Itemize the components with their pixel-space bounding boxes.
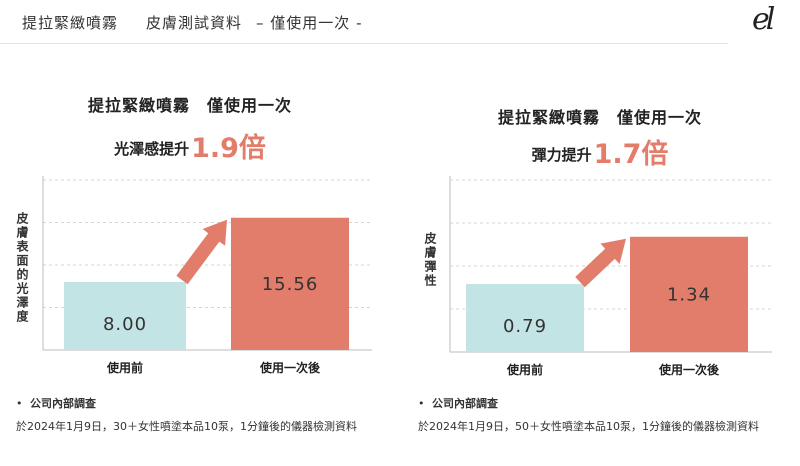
- chart-panel-gloss: 提拉緊緻噴霧 僅使用一次 光澤感提升1.9倍 皮膚表面的光澤度 8.00 使用前 1…: [0, 60, 380, 380]
- footnote-body: 於2024年1月9日，30＋女性噴塗本品10泵，1分鐘後的儀器檢測資料: [16, 420, 357, 433]
- chart-panel-elasticity: 提拉緊緻噴霧 僅使用一次 彈力提升1.7倍 皮膚彈性 0.79 使用前 1.34 使用…: [410, 60, 790, 380]
- bar-after: [231, 217, 349, 350]
- value-label: 15.56: [262, 274, 319, 295]
- title-topic: 皮膚測試資料: [146, 14, 243, 32]
- footnote-gloss: • 公司內部調查 於2024年1月9日，30＋女性噴塗本品10泵，1分鐘後的儀器檢…: [16, 396, 386, 434]
- category-label: 使用前: [106, 360, 143, 375]
- subline-value: 1.9倍: [191, 133, 266, 164]
- subline-value: 1.7倍: [593, 139, 669, 170]
- bar-chart-gloss: 8.00 使用前 15.56 使用一次後: [42, 176, 372, 375]
- bar-chart-elasticity: 0.79 使用前 1.34 使用一次後: [449, 176, 772, 377]
- bar-before: [64, 282, 186, 350]
- slide-header: 提拉緊緻噴霧 皮膚測試資料 – 僅使用一次 - el: [0, 0, 800, 44]
- brand-logo: el: [752, 2, 775, 37]
- footnote-head: 公司內部調查: [432, 397, 498, 410]
- subline-prefix: 彈力提升: [531, 146, 592, 164]
- category-label: 使用一次後: [658, 362, 720, 377]
- footnote-head: 公司內部調查: [30, 397, 96, 410]
- title-note: – 僅使用一次 -: [256, 14, 363, 32]
- slide-title: 提拉緊緻噴霧 皮膚測試資料 – 僅使用一次 -: [22, 12, 362, 33]
- title-product: 提拉緊緻噴霧: [22, 14, 119, 32]
- category-label: 使用一次後: [259, 360, 321, 375]
- increase-arrow-icon: [575, 238, 626, 288]
- footnote-body: 於2024年1月9日，50＋女性噴塗本品10泵，1分鐘後的儀器檢測資料: [418, 420, 759, 433]
- subline-prefix: 光澤感提升: [114, 140, 190, 158]
- header-divider: [0, 43, 728, 44]
- panel-subline: 光澤感提升1.9倍: [0, 126, 380, 165]
- bar-before: [466, 284, 584, 352]
- footnote-bullet: •: [16, 397, 23, 410]
- bar-after: [630, 236, 748, 352]
- value-label: 1.34: [667, 284, 711, 305]
- footnote-bullet: •: [418, 397, 425, 410]
- value-label: 0.79: [503, 316, 547, 337]
- increase-arrow-icon: [176, 219, 227, 285]
- value-label: 8.00: [103, 314, 147, 335]
- panel-subline: 彈力提升1.7倍: [410, 132, 790, 171]
- y-axis-label: 皮膚表面的光澤度: [15, 212, 29, 324]
- category-label: 使用前: [506, 362, 543, 377]
- y-axis-label: 皮膚彈性: [423, 232, 437, 288]
- panel-headline: 提拉緊緻噴霧 僅使用一次: [87, 96, 292, 115]
- panel-headline: 提拉緊緻噴霧 僅使用一次: [497, 108, 702, 127]
- footnote-elasticity: • 公司內部調查 於2024年1月9日，50＋女性噴塗本品10泵，1分鐘後的儀器檢…: [418, 396, 778, 434]
